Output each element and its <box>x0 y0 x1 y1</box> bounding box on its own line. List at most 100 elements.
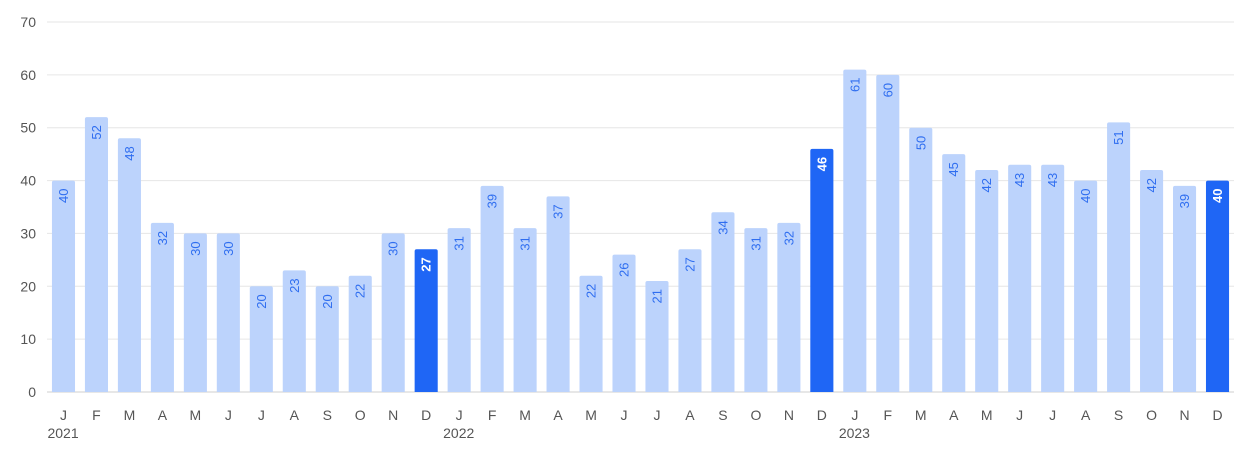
bar[interactable] <box>678 249 702 392</box>
bar[interactable] <box>513 228 537 392</box>
x-tick-label: M <box>915 407 927 423</box>
x-tick-label: N <box>388 407 398 423</box>
y-tick-label: 30 <box>20 225 36 241</box>
bar[interactable] <box>282 270 306 392</box>
y-tick-label: 40 <box>20 173 36 189</box>
bar[interactable] <box>348 275 372 392</box>
bar[interactable] <box>315 286 339 392</box>
bar-group: 42 <box>975 170 999 392</box>
bar-value-label: 43 <box>1045 173 1060 187</box>
x-tick-label: J <box>851 407 858 423</box>
bar-group: 31 <box>513 228 537 392</box>
x-tick-label: M <box>981 407 993 423</box>
x-tick-label: N <box>1179 407 1189 423</box>
bar[interactable] <box>249 286 273 392</box>
bar-group: 22 <box>579 275 603 392</box>
bar[interactable] <box>546 196 570 392</box>
bar-value-label: 42 <box>979 178 994 192</box>
x-tick-label: J <box>258 407 265 423</box>
x-tick-label: J <box>456 407 463 423</box>
bar[interactable] <box>216 233 240 392</box>
bar[interactable] <box>942 154 966 392</box>
bar-value-label: 43 <box>1012 173 1027 187</box>
bar-group: 30 <box>183 233 207 392</box>
bar[interactable] <box>1008 164 1032 392</box>
bar-value-label: 32 <box>155 231 170 245</box>
bar-group: 43 <box>1008 164 1032 392</box>
bar-group: 40 <box>1205 180 1230 392</box>
x-tick-label: D <box>817 407 827 423</box>
x-tick-label: M <box>519 407 531 423</box>
x-tick-label: A <box>158 407 168 423</box>
bar-group: 50 <box>909 127 933 392</box>
x-tick-label: A <box>290 407 300 423</box>
bar[interactable] <box>84 117 108 393</box>
x-tick-label: F <box>488 407 497 423</box>
bar-group: 43 <box>1041 164 1065 392</box>
bar[interactable] <box>117 138 141 392</box>
bar-value-label: 31 <box>518 236 533 250</box>
bar[interactable] <box>1074 180 1098 392</box>
bar-group: 61 <box>843 69 867 393</box>
bar-value-label: 22 <box>584 284 599 298</box>
bar-group: 60 <box>876 74 900 392</box>
bar-value-label: 52 <box>89 125 104 139</box>
bar-group: 27 <box>678 249 702 392</box>
bar[interactable] <box>645 281 669 392</box>
bar[interactable] <box>480 185 504 392</box>
bar-group: 52 <box>84 117 108 393</box>
x-tick-label: J <box>60 407 67 423</box>
bar[interactable] <box>1140 170 1164 392</box>
bar-value-label: 39 <box>485 194 500 208</box>
bar[interactable] <box>909 127 933 392</box>
x-tick-label: D <box>421 407 431 423</box>
bar[interactable] <box>711 212 735 392</box>
bar[interactable] <box>876 74 900 392</box>
bar-group: 30 <box>381 233 405 392</box>
x-tick-label: S <box>1114 407 1123 423</box>
x-tick-label: S <box>323 407 332 423</box>
bar[interactable] <box>150 222 174 392</box>
bar-value-label: 30 <box>188 241 203 255</box>
bar[interactable] <box>183 233 207 392</box>
bar-highlighted[interactable] <box>810 148 834 392</box>
bar[interactable] <box>51 180 76 392</box>
bar-group: 40 <box>51 180 76 392</box>
bar-group: 32 <box>777 222 801 392</box>
bar-highlighted[interactable] <box>414 249 438 392</box>
y-tick-label: 10 <box>20 331 36 347</box>
x-tick-label: F <box>92 407 101 423</box>
bar[interactable] <box>744 228 768 392</box>
bar[interactable] <box>777 222 801 392</box>
bar[interactable] <box>1173 185 1197 392</box>
bar-group: 20 <box>249 286 273 392</box>
bar[interactable] <box>843 69 867 393</box>
grid-lines <box>47 21 1234 393</box>
bar-value-label: 32 <box>781 231 796 245</box>
bar[interactable] <box>381 233 405 392</box>
x-tick-label: A <box>685 407 695 423</box>
bar-value-label: 40 <box>56 189 71 203</box>
bar-group: 42 <box>1140 170 1164 392</box>
x-tick-label: M <box>190 407 202 423</box>
y-tick-label: 20 <box>20 278 36 294</box>
bar[interactable] <box>1041 164 1065 392</box>
bar[interactable] <box>975 170 999 392</box>
bar-group: 39 <box>1173 185 1197 392</box>
x-tick-label: J <box>1049 407 1056 423</box>
bar-group: 37 <box>546 196 570 392</box>
bar-highlighted[interactable] <box>1205 180 1230 392</box>
bar[interactable] <box>1107 122 1131 392</box>
x-tick-label: J <box>653 407 660 423</box>
year-label: 2023 <box>839 425 870 441</box>
bar[interactable] <box>579 275 603 392</box>
bar-value-label: 50 <box>913 136 928 150</box>
bar[interactable] <box>612 254 636 392</box>
y-axis-ticks: 0 10 20 30 40 50 60 70 <box>20 14 36 400</box>
bar-value-label: 48 <box>122 146 137 160</box>
bar-value-label: 20 <box>254 294 269 308</box>
bar-value-label: 27 <box>682 257 697 271</box>
bar[interactable] <box>447 228 471 392</box>
bar-value-label: 30 <box>386 241 401 255</box>
